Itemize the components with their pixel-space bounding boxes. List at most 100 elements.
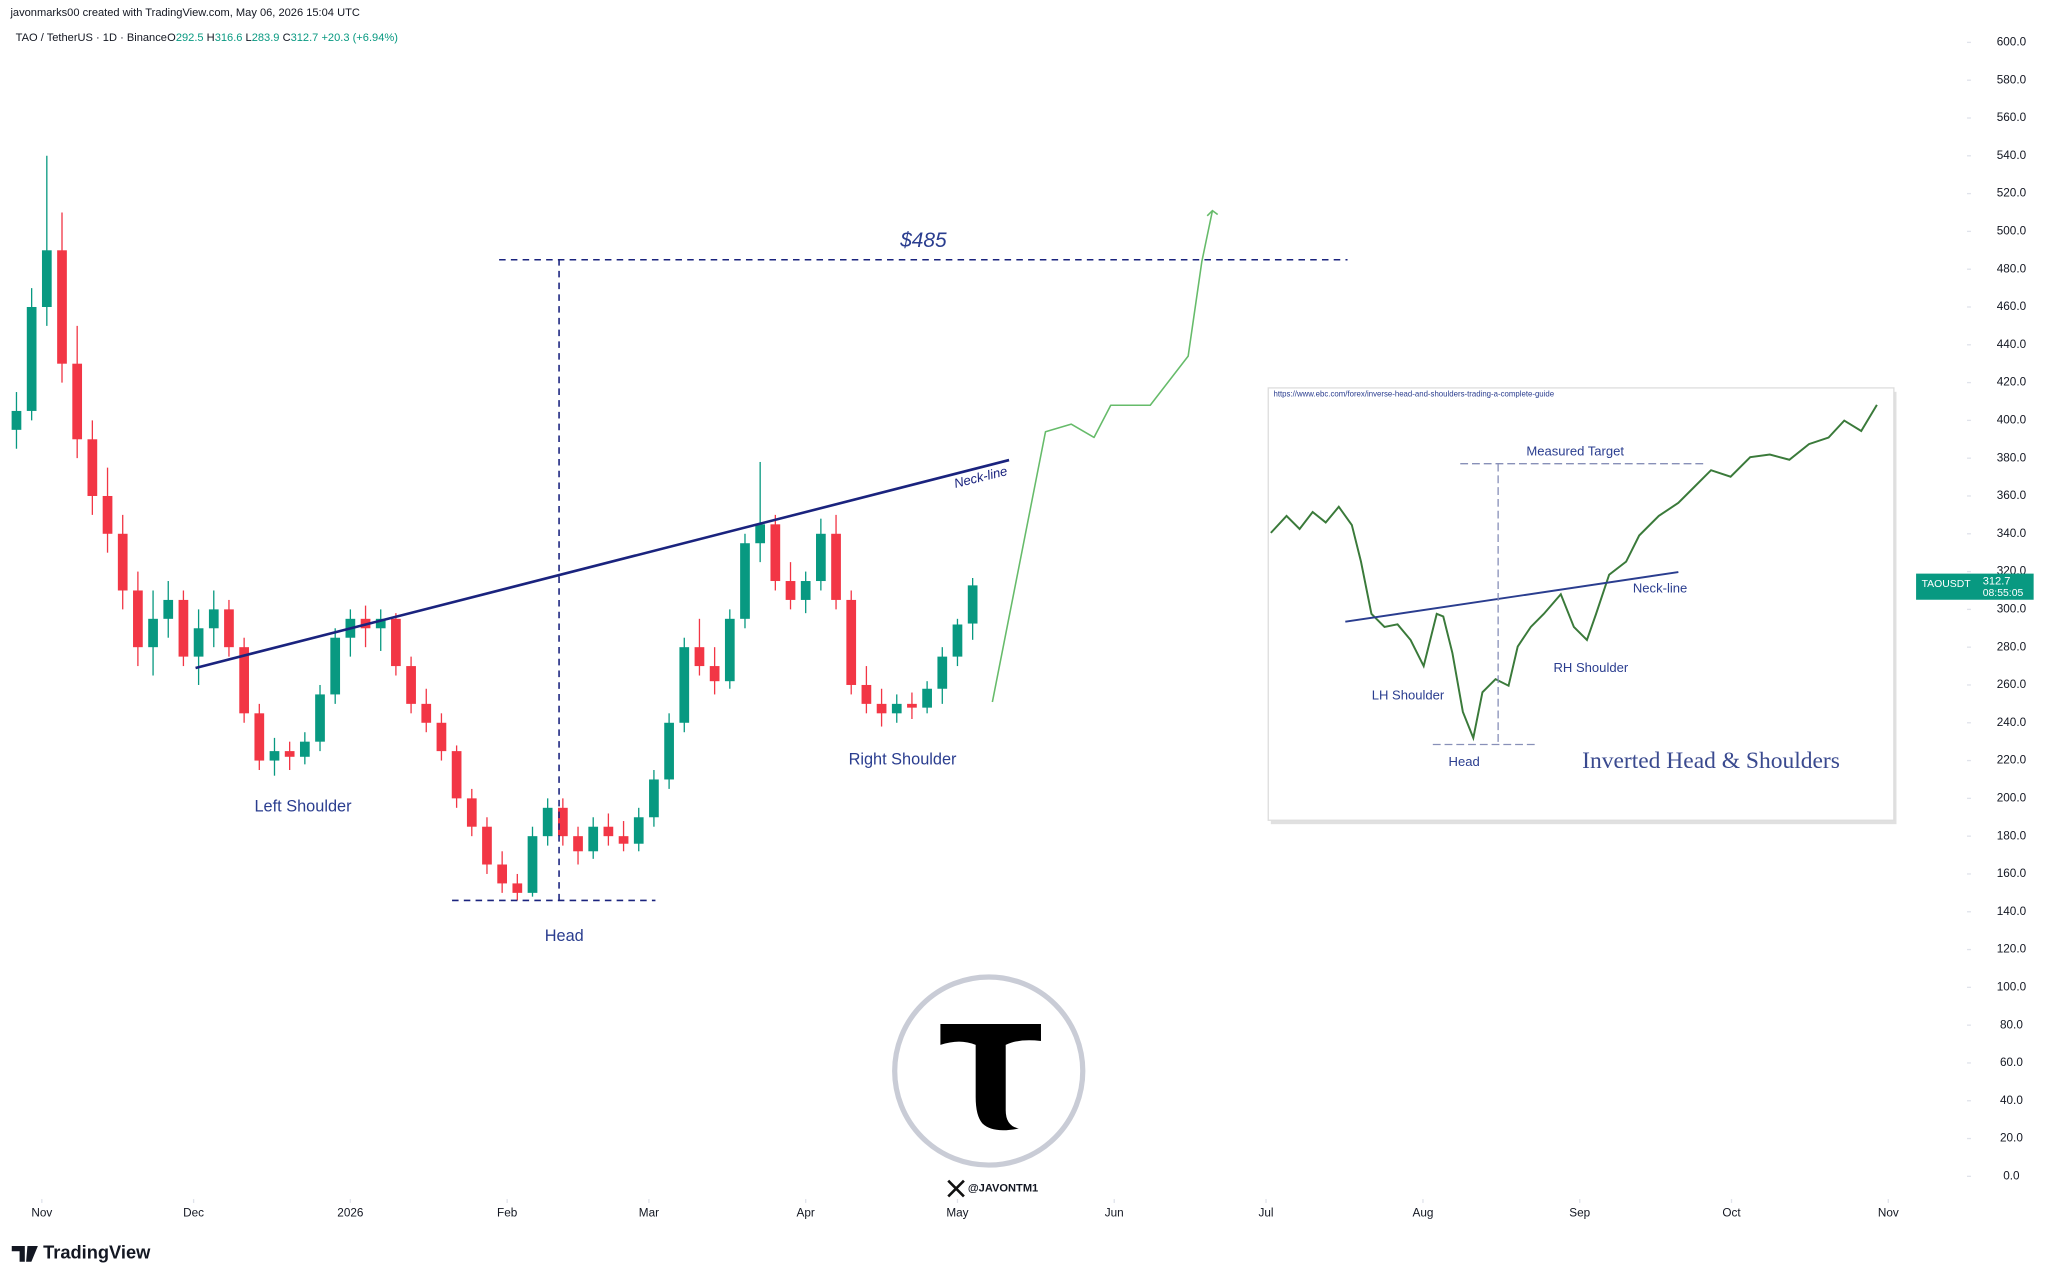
y-tick-label: 360.0 [1997,489,2027,502]
y-tick-label: 120.0 [1997,943,2027,956]
x-tick-label: Nov [31,1206,52,1219]
candle-body [148,618,158,648]
x-icon [947,1179,965,1198]
candle-body [709,666,720,682]
y-tick-label: 560.0 [1997,111,2027,124]
ohlc-value: 283.9 [252,32,280,44]
watermark: @JAVONTM1 [892,974,1086,1198]
ohlc-legend-text: O292.5 H316.6 L283.9 C312.7 +20.3 (+6.94… [167,32,398,44]
y-tick-label: 460.0 [1997,300,2027,313]
inset-neckline [1345,571,1679,623]
price-tag [1916,573,2034,600]
candle-body [87,439,98,496]
candle-body [11,410,22,430]
candle-body [72,363,83,440]
candle-body [573,836,583,852]
y-tick-label: 80.0 [2000,1018,2023,1031]
candle-body [451,751,462,799]
pattern-label: Right Shoulder [849,750,957,768]
y-tick-label: 160.0 [1997,867,2027,880]
candle-body [649,779,659,818]
target-label: $485 [899,229,947,252]
candle-body [937,656,948,689]
pattern-label: Head [545,927,584,945]
candle-body [907,703,917,708]
ohlc-letter: H [207,32,215,44]
candle-body [588,826,599,852]
candle-body [785,581,796,600]
x-tick-label: 2026 [337,1206,364,1219]
candle-body [922,688,932,708]
candle-body [117,533,128,591]
candle-body [664,722,674,780]
inset-price [1270,404,1878,742]
candle-body [603,826,614,837]
y-tick-label: 60.0 [2000,1056,2023,1069]
x-tick-label: Mar [639,1206,659,1219]
candle-body [846,599,857,685]
x-tick-label: Feb [497,1206,518,1219]
y-tick-label: 400.0 [1997,413,2027,426]
candle-body [755,524,766,544]
x-tick-label: May [946,1206,968,1219]
y-tick-label: 580.0 [1997,73,2027,86]
ticker: TAOUSDT [1922,579,1972,590]
neckline [195,458,1010,670]
ohlc-value: 316.6 [215,32,243,44]
y-tick-label: 200.0 [1997,791,2027,804]
candle-body [178,599,189,657]
ohlc-letter: C [283,32,291,44]
y-tick-label: 300.0 [1997,602,2027,615]
candle-body [952,624,963,657]
pattern-label: Left Shoulder [254,797,352,815]
handle: @JAVONTM1 [968,1183,1038,1195]
y-tick-label: 100.0 [1997,980,2027,993]
candle-body [740,543,750,619]
candle-body [542,807,553,837]
symbol: TAO / TetherUS · 1D · Binance [16,32,167,44]
x-tick-label: Oct [1722,1206,1741,1219]
candle-body [315,694,325,742]
candle-body [724,618,735,682]
candle-body [193,628,204,657]
candle-body [861,684,872,704]
inset-label: Neck-line [1633,581,1687,596]
candle-body [102,495,113,534]
change: +20.3 (+6.94%) [321,32,397,44]
candle-body [482,826,492,865]
x-tick-label: Aug [1412,1206,1433,1219]
logo-t [940,1024,1041,1131]
candle-body [239,647,249,714]
candle-body [163,599,174,619]
inset-label: LH Shoulder [1372,688,1445,703]
candle-body [57,250,67,364]
y-tick-label: 220.0 [1997,754,2027,767]
last-price: 312.7 [1983,575,2011,587]
ohlc-legend: O292.5 H316.6 L283.9 C312.7 +20.3 (+6.94… [167,32,398,44]
candle-body [284,751,295,757]
y-tick-label: 520.0 [1997,187,2027,200]
candle-body [406,666,416,704]
y-tick-label: 0.0 [2003,1169,2020,1182]
inset-url: https://www.ebc.com/forex/inverse-head-a… [1273,390,1554,399]
inset: https://www.ebc.com/forex/inverse-head-a… [1267,387,1897,825]
y-tick-label: 140.0 [1997,905,2027,918]
candle-body [466,798,477,827]
y-tick-label: 240.0 [1997,716,2027,729]
candle-body [436,722,447,752]
credit: javonmarks00 created with TradingView.co… [9,7,359,19]
candle-body [41,250,52,307]
candle-body [375,618,386,629]
y-tick-label: 380.0 [1997,451,2027,464]
y-tick-label: 480.0 [1997,262,2027,275]
candle-body [891,703,902,714]
x-tick-label: Jun [1105,1206,1124,1219]
ohlc-value: 312.7 [291,32,319,44]
candle-body [512,883,523,893]
candle-body [816,533,826,582]
inset-label: RH Shoulder [1554,660,1629,675]
candle-body [391,618,401,667]
y-tick-label: 440.0 [1997,338,2027,351]
